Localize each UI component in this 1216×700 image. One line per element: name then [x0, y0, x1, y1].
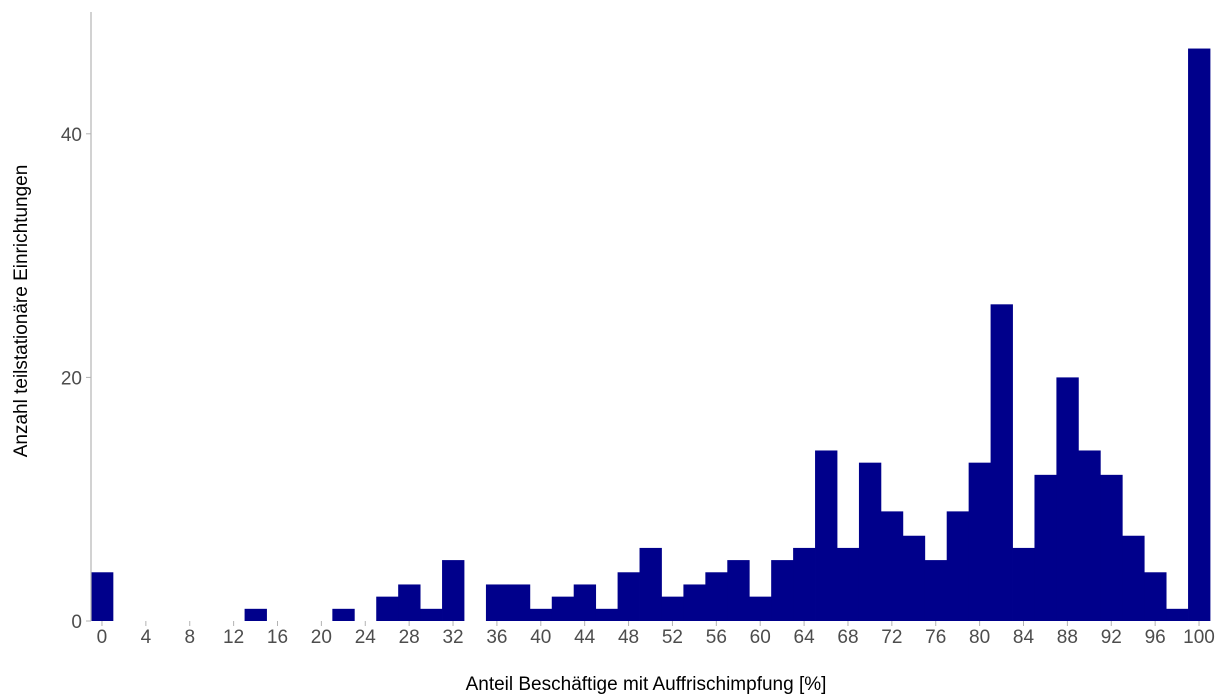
bar — [1078, 450, 1101, 621]
x-tick-label: 52 — [662, 627, 683, 648]
x-tick-label: 76 — [925, 627, 946, 648]
bar — [1056, 377, 1079, 621]
x-tick-label: 72 — [881, 627, 902, 648]
bar — [771, 560, 794, 621]
bar — [968, 462, 991, 621]
x-tick-label: 0 — [97, 627, 108, 648]
x-tick-label: 64 — [794, 627, 816, 648]
bar — [946, 511, 970, 621]
x-tick-label: 100 — [1183, 627, 1215, 648]
bar — [595, 608, 618, 621]
bar — [529, 608, 553, 621]
x-tick-label: 48 — [618, 627, 639, 648]
bar — [1166, 608, 1189, 621]
bar — [551, 596, 575, 621]
bar — [420, 608, 443, 621]
bar — [837, 547, 860, 621]
bar — [1188, 48, 1211, 622]
x-tick-label: 56 — [706, 627, 727, 648]
x-tick-label: 36 — [486, 627, 507, 648]
bar — [332, 608, 355, 621]
bar — [902, 535, 926, 621]
x-tick-label: 60 — [750, 627, 771, 648]
bar — [880, 511, 904, 621]
x-tick-label: 32 — [442, 627, 463, 648]
y-tick-label: 0 — [71, 612, 82, 633]
bars-group — [91, 48, 1211, 622]
x-tick-label: 88 — [1057, 627, 1078, 648]
bar — [749, 596, 772, 621]
y-axis-title: Anzahl teilstationäre Einrichtungen — [11, 165, 32, 458]
x-tick-label: 84 — [1013, 627, 1035, 648]
bar — [507, 584, 531, 621]
bar — [683, 584, 706, 621]
x-tick-label: 16 — [267, 627, 288, 648]
bar — [990, 304, 1013, 621]
bar — [617, 572, 640, 621]
bar — [727, 560, 750, 621]
bar — [705, 572, 728, 621]
x-tick-label: 68 — [837, 627, 858, 648]
x-axis-title: Anteil Beschäftige mit Auffrischimpfung … — [466, 674, 827, 695]
y-axis-ticks: 0 20 40 — [61, 125, 91, 633]
x-tick-label: 4 — [141, 627, 152, 648]
bar — [1144, 572, 1167, 621]
bar — [1122, 535, 1145, 621]
bar — [1034, 474, 1057, 621]
x-tick-label: 28 — [399, 627, 420, 648]
bar — [639, 547, 662, 621]
bar — [661, 596, 684, 621]
bar — [485, 584, 509, 621]
x-tick-label: 44 — [574, 627, 596, 648]
x-tick-label: 24 — [355, 627, 377, 648]
bar — [244, 608, 267, 621]
bar — [442, 560, 465, 621]
bar — [91, 572, 114, 621]
bar — [398, 584, 421, 621]
x-tick-label: 12 — [223, 627, 244, 648]
bar — [815, 450, 838, 621]
x-axis-ticks: 0 4 8 12 16 20 24 28 32 36 40 44 48 52 56 60 64 68 72 76 80 8… — [97, 621, 1215, 648]
x-tick-label: 40 — [530, 627, 551, 648]
y-tick-label: 40 — [61, 125, 82, 146]
bar — [858, 462, 882, 621]
bar — [573, 584, 597, 621]
bar — [376, 596, 399, 621]
y-tick-label: 20 — [61, 368, 82, 389]
bar — [1012, 547, 1035, 621]
x-tick-label: 80 — [969, 627, 990, 648]
x-tick-label: 96 — [1145, 627, 1166, 648]
x-tick-label: 8 — [184, 627, 195, 648]
x-tick-label: 20 — [311, 627, 332, 648]
bar — [793, 547, 816, 621]
x-tick-label: 92 — [1101, 627, 1122, 648]
bar — [924, 560, 948, 621]
bar — [1100, 474, 1123, 621]
